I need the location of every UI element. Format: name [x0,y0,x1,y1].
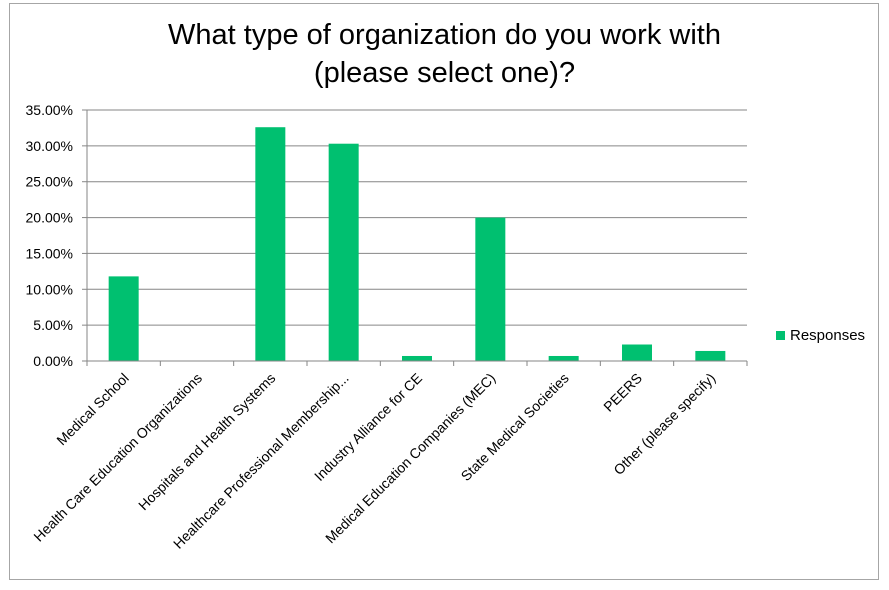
legend-label: Responses [790,327,866,344]
chart-title-line-1: What type of organization do you work wi… [168,19,721,51]
y-tick-label: 35.00% [26,102,73,118]
y-tick-label: 10.00% [26,281,73,297]
x-category-label: Medical School [53,370,131,448]
bar [328,143,359,361]
bar [695,350,726,361]
y-tick-label: 5.00% [33,317,73,333]
chart-frame [9,3,879,580]
y-tick-label: 0.00% [33,353,73,369]
legend: Responses [776,327,865,344]
x-category-label: PEERS [600,370,645,415]
bar [108,276,139,361]
y-tick-label: 30.00% [26,138,73,154]
y-tick-label: 25.00% [26,174,73,190]
chart-title: What type of organization do you work wi… [0,16,889,92]
bar [475,217,506,361]
bar [622,344,652,361]
y-tick-label: 20.00% [26,210,73,226]
chart-title-line-2: (please select one)? [313,57,576,89]
bar [255,127,286,361]
bar [548,355,579,361]
legend-swatch [776,331,785,340]
bar [402,355,432,361]
x-category-label: Hospitals and Health Systems [135,370,278,513]
y-tick-label: 15.00% [26,245,73,261]
